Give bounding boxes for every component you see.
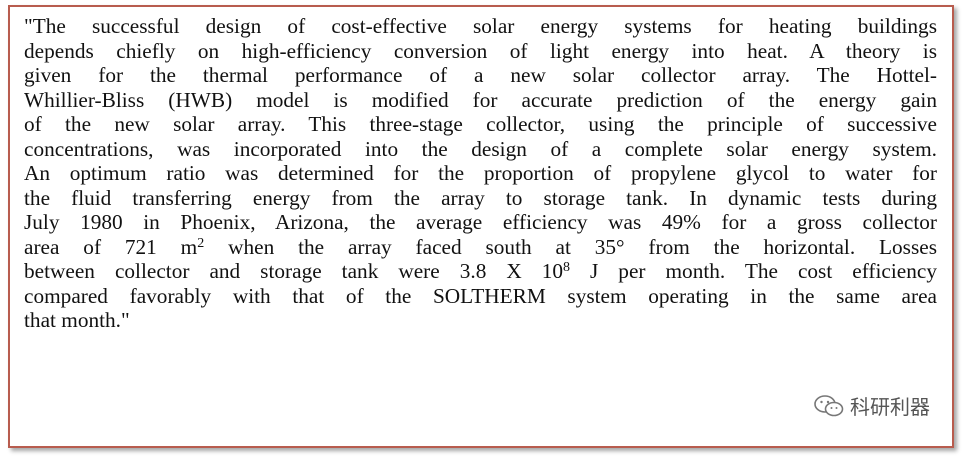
text-segment: concentrations, was incorporated into th… bbox=[24, 136, 937, 161]
text-line: the fluid transferring energy from the a… bbox=[24, 186, 937, 211]
superscript: 2 bbox=[197, 235, 205, 251]
text-segment: of the new solar array. This three-stage… bbox=[24, 112, 937, 136]
watermark-text: 科研利器 bbox=[850, 395, 930, 419]
text-segment: between collector and storage tank were … bbox=[24, 259, 564, 283]
text-segment: compared favorably with that of the SOLT… bbox=[24, 283, 937, 308]
text-segment: the fluid transferring energy from the a… bbox=[24, 185, 937, 210]
text-line: "The successful design of cost-effective… bbox=[24, 14, 937, 39]
wechat-icon bbox=[814, 394, 844, 416]
quote-box: "The successful design of cost-effective… bbox=[8, 5, 954, 448]
quote-text: "The successful design of cost-effective… bbox=[24, 14, 937, 333]
text-segment: depends chiefly on high-efficiency conve… bbox=[24, 38, 937, 63]
text-line: July 1980 in Phoenix, Arizona, the avera… bbox=[24, 210, 937, 235]
text-line: An optimum ratio was determined for the … bbox=[24, 161, 937, 186]
text-line: compared favorably with that of the SOLT… bbox=[24, 284, 937, 309]
text-line: Whillier-Bliss (HWB) model is modified f… bbox=[24, 88, 937, 113]
text-segment: when the array faced south at 35° from t… bbox=[204, 234, 937, 259]
text-segment: that month." bbox=[24, 308, 130, 332]
text-line: area of 721 m2 when the array faced sout… bbox=[24, 235, 937, 260]
superscript: 8 bbox=[563, 260, 571, 275]
text-line: concentrations, was incorporated into th… bbox=[24, 137, 937, 162]
text-segment: Whillier-Bliss (HWB) model is modified f… bbox=[24, 87, 937, 112]
text-line: of the new solar array. This three-stage… bbox=[24, 112, 937, 137]
text-line: that month." bbox=[24, 308, 937, 333]
text-segment: An optimum ratio was determined for the … bbox=[24, 161, 937, 185]
text-segment: "The successful design of cost-effective… bbox=[24, 14, 937, 38]
text-segment: area of 721 m bbox=[24, 234, 198, 259]
text-line: between collector and storage tank were … bbox=[24, 259, 937, 284]
watermark: 科研利器 bbox=[814, 391, 930, 420]
text-segment: July 1980 in Phoenix, Arizona, the avera… bbox=[24, 210, 937, 234]
text-line: depends chiefly on high-efficiency conve… bbox=[24, 39, 937, 64]
text-line: given for the thermal performance of a n… bbox=[24, 63, 937, 88]
text-segment: J per month. The cost efficiency bbox=[570, 259, 937, 283]
text-segment: given for the thermal performance of a n… bbox=[24, 63, 937, 87]
